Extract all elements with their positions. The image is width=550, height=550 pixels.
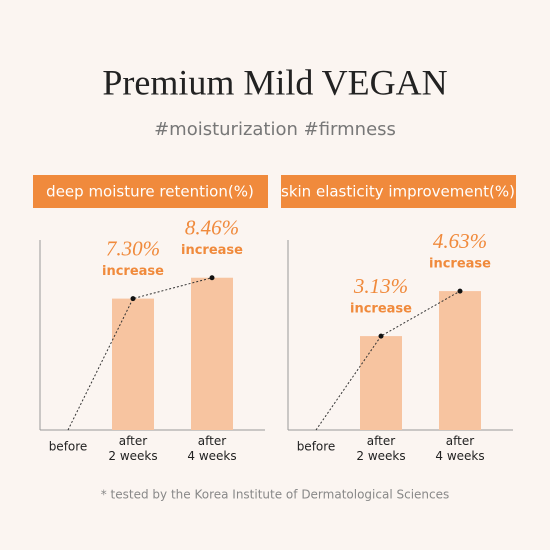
subtitle: #moisturization #firmness xyxy=(154,119,396,140)
bar xyxy=(191,277,233,430)
value-label: 4.63% xyxy=(433,229,487,253)
chart-header xyxy=(33,175,268,208)
trend-line xyxy=(67,277,213,431)
trend-dot xyxy=(378,333,384,339)
chart-title: deep moisture retention(%) xyxy=(46,183,254,201)
value-note: increase xyxy=(350,302,412,317)
x-tick-label: after 4 weeks xyxy=(435,434,484,463)
bar xyxy=(439,291,481,430)
bar xyxy=(360,336,402,430)
value-note: increase xyxy=(181,243,243,258)
x-tick-label: before xyxy=(49,440,88,454)
value-note: increase xyxy=(429,257,491,272)
x-tick-label: before xyxy=(297,440,336,454)
x-tick-label: after 4 weeks xyxy=(187,434,236,463)
trend-dot xyxy=(209,275,215,281)
value-label: 8.46% xyxy=(185,216,239,240)
value-note: increase xyxy=(102,264,164,279)
chart-header xyxy=(281,175,516,208)
x-tick-label: after 2 weeks xyxy=(108,434,157,463)
x-tick-label: after 2 weeks xyxy=(356,434,405,463)
value-label: 3.13% xyxy=(353,274,408,298)
title: Premium Mild VEGAN xyxy=(102,62,447,102)
trend-dot xyxy=(130,296,136,302)
bar xyxy=(112,298,154,430)
value-label: 7.30% xyxy=(106,236,160,260)
chart-title: skin elasticity improvement(%) xyxy=(281,183,515,201)
trend-dot xyxy=(457,288,463,294)
footnote: * tested by the Korea Institute of Derma… xyxy=(101,488,450,502)
